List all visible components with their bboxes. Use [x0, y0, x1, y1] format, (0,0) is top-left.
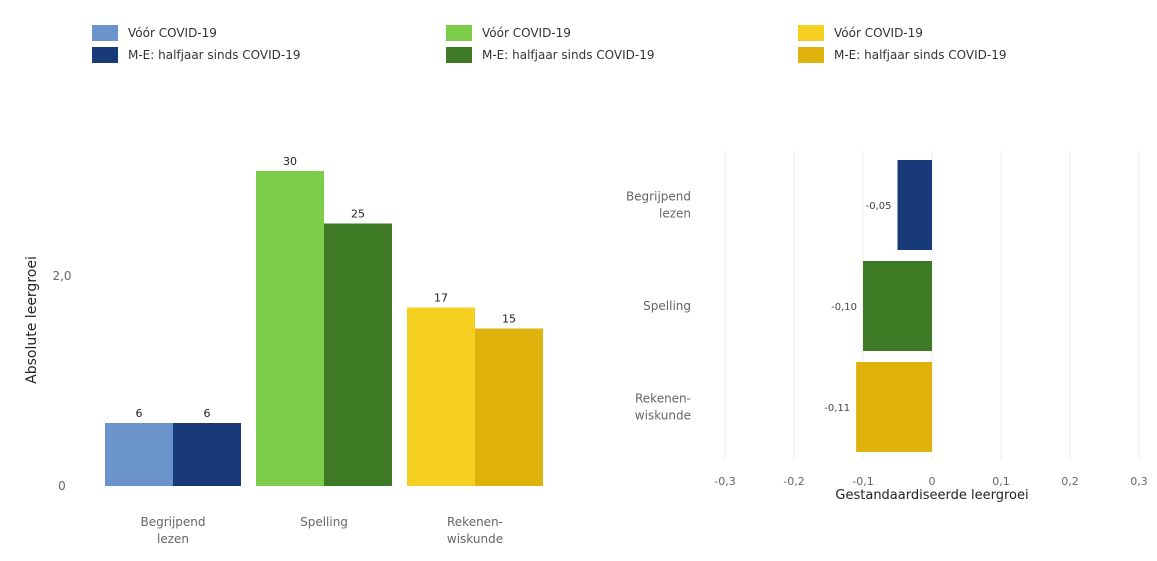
y-category-label: Begrijpend — [626, 190, 691, 204]
legend-group: Vóór COVID-19 M-E: halfjaar sinds COVID-1… — [446, 24, 655, 68]
legend-group: Vóór COVID-19 M-E: halfjaar sinds COVID-1… — [798, 24, 1007, 68]
y-category-label: Spelling — [643, 299, 691, 313]
legend-label: M-E: halfjaar sinds COVID-19 — [834, 48, 1007, 62]
bar-value-label: 25 — [351, 208, 365, 221]
bar-value-label: 6 — [204, 407, 211, 420]
legend-swatch — [798, 47, 824, 63]
x-axis-label: Gestandaardiseerde leergroei — [835, 488, 1028, 503]
bar — [863, 261, 932, 351]
legend-label: Vóór COVID-19 — [482, 26, 571, 40]
x-category-label: Spelling — [300, 515, 348, 529]
x-category-label: wiskunde — [447, 532, 503, 546]
bar — [856, 362, 932, 452]
bar — [256, 171, 324, 486]
x-tick-label: -0,1 — [852, 475, 873, 488]
bar-value-label: 17 — [434, 292, 448, 305]
bar — [407, 307, 475, 486]
legend-label: M-E: halfjaar sinds COVID-19 — [128, 48, 301, 62]
y-category-label: Rekenen- — [635, 392, 691, 406]
x-category-label: lezen — [157, 532, 189, 546]
bar — [105, 423, 173, 486]
legend-item: Vóór COVID-19 — [92, 24, 301, 42]
x-tick-label: -0,3 — [714, 475, 735, 488]
y-category-label: wiskunde — [635, 409, 691, 423]
legend-swatch — [446, 47, 472, 63]
bar-value-label: -0,05 — [866, 201, 892, 212]
legend-label: Vóór COVID-19 — [128, 26, 217, 40]
legend-label: M-E: halfjaar sinds COVID-19 — [482, 48, 655, 62]
bar — [897, 160, 932, 250]
legend-swatch — [446, 25, 472, 41]
bar — [475, 328, 543, 486]
legend-group: Vóór COVID-19 M-E: halfjaar sinds COVID-1… — [92, 24, 301, 68]
bar-value-label: -0,10 — [831, 302, 857, 313]
y-tick-label: 0 — [58, 479, 66, 493]
bar-value-label: 6 — [136, 407, 143, 420]
x-category-label: Rekenen- — [447, 515, 503, 529]
legend-item: M-E: halfjaar sinds COVID-19 — [446, 46, 655, 64]
x-category-label: Begrijpend — [140, 515, 205, 529]
x-tick-label: 0,3 — [1130, 475, 1148, 488]
legend-item: M-E: halfjaar sinds COVID-19 — [92, 46, 301, 64]
bar-value-label: -0,11 — [824, 403, 850, 414]
legend-item: Vóór COVID-19 — [798, 24, 1007, 42]
bar — [324, 223, 392, 486]
x-tick-label: 0,2 — [1061, 475, 1079, 488]
legend-swatch — [798, 25, 824, 41]
bar-value-label: 15 — [502, 313, 516, 326]
y-axis-label: Absolute leergroei — [24, 256, 40, 384]
y-tick-label: 2,0 — [52, 269, 71, 283]
x-tick-label: -0,2 — [783, 475, 804, 488]
legend-item: Vóór COVID-19 — [446, 24, 655, 42]
bar — [173, 423, 241, 486]
bar-value-label: 30 — [283, 155, 297, 168]
x-tick-label: 0,1 — [992, 475, 1010, 488]
legend-label: Vóór COVID-19 — [834, 26, 923, 40]
legend-swatch — [92, 47, 118, 63]
x-tick-label: 0 — [929, 475, 936, 488]
legend-swatch — [92, 25, 118, 41]
legend-item: M-E: halfjaar sinds COVID-19 — [798, 46, 1007, 64]
y-category-label: lezen — [659, 207, 691, 221]
